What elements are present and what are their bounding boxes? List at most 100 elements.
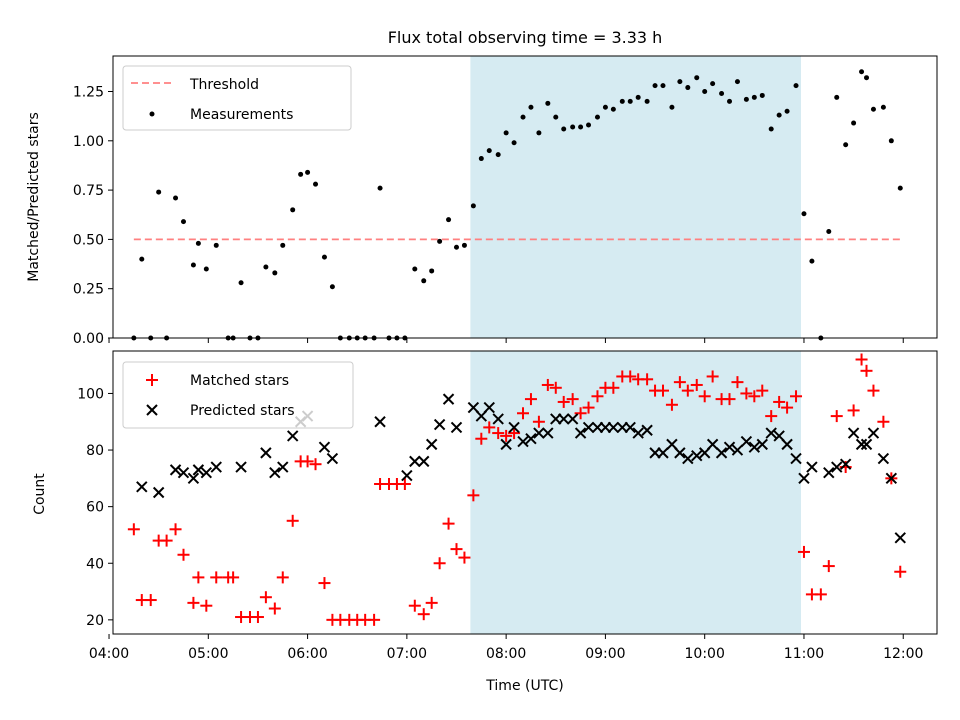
matched-star-point [698,390,711,403]
predicted-star-point [682,452,694,465]
predicted-star-point [418,455,430,468]
predicted-marker-b [200,466,213,479]
ratio-legend-box [122,65,352,131]
predicted-star-point [731,444,744,456]
predicted-marker-b [847,427,860,439]
matched-star-point [408,599,421,612]
shaded-region-band [470,56,801,338]
predicted-marker-b [409,455,421,468]
matched-star-point [723,393,736,406]
predicted-star-point [401,469,413,482]
predicted-marker-b [574,427,587,439]
matched-star-point [814,588,827,601]
predicted-star-point [855,438,868,451]
predicted-star-point [517,435,529,448]
matched-star-point [855,353,868,366]
measurement-point [238,280,244,286]
matched-star-point [467,489,480,502]
matched-star-point [144,594,157,607]
predicted-marker-b [885,472,898,485]
measurement-point [272,270,278,276]
matched-star-point [259,591,272,604]
predicted-marker-b [210,461,222,473]
matched-star-point [187,596,200,609]
measurement-point [619,98,625,104]
predicted-star-point [582,421,595,434]
matched-stars-points [127,353,907,626]
matched-star-point [532,415,545,428]
measurement-point [421,278,427,284]
measurement-point [213,242,219,248]
predicted-star-point [823,466,835,479]
matched-star-point [160,534,173,547]
matched-star-point [483,421,496,434]
matched-star-point [177,548,190,561]
matched-star-point [318,577,331,590]
measurement-point [298,171,304,177]
predicted-marker-b [500,438,512,451]
x-tick-label: 05:00 [188,646,228,662]
predicted-marker-b [877,452,890,465]
predicted-marker-b [657,447,669,459]
matched-star-point [227,571,240,584]
measurement-point [495,152,501,158]
measurement-point [897,185,903,191]
x-tick-label: 11:00 [784,646,824,662]
measurement-point [751,94,757,100]
predicted-marker-b [706,438,719,451]
predicted-marker-b [790,452,802,465]
predicted-marker-b [765,427,777,439]
predicted-marker-b [483,401,495,414]
matched-star-point [524,393,537,406]
ratio-x-ticks [108,338,904,343]
predicted-star-point [831,461,843,473]
matched-star-point [417,608,430,621]
count-y-axis-label: Count [32,473,48,515]
matched-star-point [765,410,778,423]
predicted-marker-b [318,441,331,453]
measurement-point [702,88,708,94]
predicted-marker-b [425,438,438,451]
matched-star-point [492,427,505,440]
predicted-star-point [566,413,579,425]
matched-star-point [607,381,620,394]
measurement-point [859,69,865,75]
measurement-point [446,217,452,223]
predicted-marker-b [674,447,686,459]
predicted-marker-b [433,418,446,431]
predicted-legend-swatch [146,404,158,416]
matched-star-point [867,384,880,397]
predicted-star-point [542,427,554,439]
predicted-star-point [442,393,455,405]
predicted-star-point [483,401,495,414]
predicted-star-point [492,413,504,425]
matched-star-point [517,407,530,420]
predicted-star-point [748,441,761,453]
count-legend: Matched stars Predicted stars [122,361,354,429]
matched-star-point [665,398,678,411]
predicted-marker-b [731,444,744,456]
count-y-ticks: 20 40 60 80 100 [77,386,113,629]
predicted-marker-b [632,427,644,439]
predicted-marker-b [286,430,299,442]
measurement-point [377,185,383,191]
predicted-marker-b [533,427,545,439]
measurement-point [843,142,849,148]
measurement-point [864,75,870,81]
matched-star-point [192,571,205,584]
predicted-star-point [269,466,281,479]
x-axis-label: Time (UTC) [485,678,563,694]
matched-star-point [368,613,381,626]
predicted-star-point [152,486,165,499]
predicted-star-point [894,532,906,544]
matched-star-point [268,602,281,615]
measurement-point [195,240,201,246]
predicted-marker-b [691,450,703,462]
measurement-point [437,238,443,244]
x-tick-label: 10:00 [685,646,725,662]
measurement-point [203,266,209,272]
measurement-point [768,126,774,132]
measurement-point [759,92,765,98]
measurement-point [793,83,799,89]
